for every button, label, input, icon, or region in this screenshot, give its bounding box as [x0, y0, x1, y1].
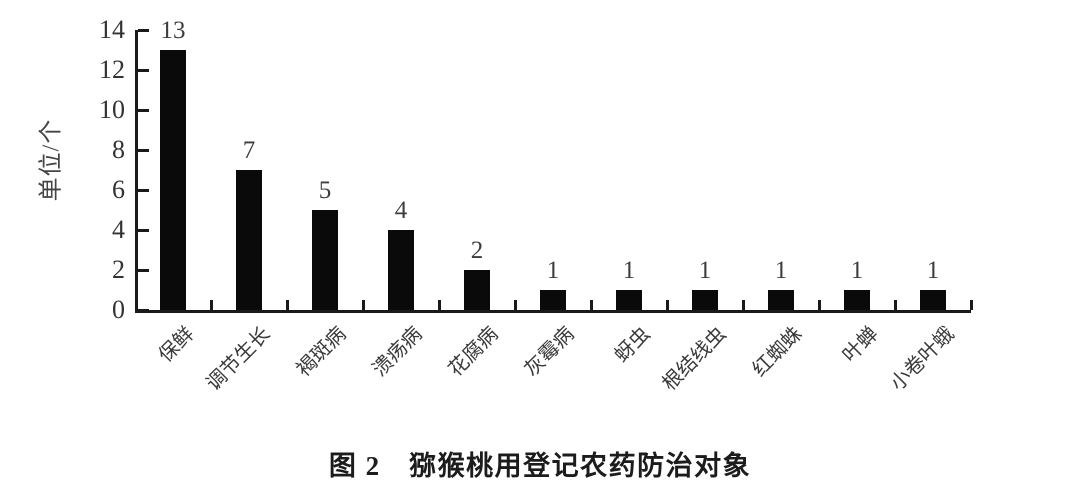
x-category-label: 调节生长: [202, 323, 275, 396]
y-tick: [138, 269, 149, 272]
bar: [160, 50, 186, 310]
y-tick: [138, 109, 149, 112]
x-category-label: 根结线虫: [658, 323, 731, 396]
x-category-label: 褐斑病: [292, 323, 351, 381]
x-axis: [135, 310, 971, 313]
bar: [312, 210, 338, 310]
x-tick: [513, 300, 517, 310]
bar: [768, 290, 794, 310]
bar-value-label: 13: [160, 17, 186, 44]
x-tick: [285, 300, 289, 310]
bar-value-label: 7: [242, 137, 256, 164]
x-category-label: 保鲜: [154, 323, 199, 367]
bar: [540, 290, 566, 310]
x-tick: [589, 300, 593, 310]
figure-caption: 图 2 猕猴桃用登记农药防治对象: [328, 451, 752, 481]
bar: [844, 290, 870, 310]
y-tick: [138, 149, 149, 152]
y-tick-label: 2: [112, 255, 125, 284]
y-axis: [135, 30, 138, 313]
x-category-label: 花腐病: [444, 323, 503, 381]
bar: [464, 270, 490, 310]
bar: [692, 290, 718, 310]
y-tick: [138, 229, 149, 232]
x-category-label: 溃疡病: [368, 323, 427, 381]
x-tick: [209, 300, 213, 310]
bar: [920, 290, 946, 310]
x-category-label: 红蜘蛛: [748, 323, 807, 381]
y-tick-label: 4: [112, 215, 125, 244]
y-tick-label: 10: [99, 95, 125, 124]
bar-value-label: 1: [546, 257, 560, 284]
y-tick: [138, 309, 149, 312]
y-tick-label: 14: [99, 15, 125, 44]
x-category-label: 蚜虫: [610, 323, 655, 367]
bar-value-label: 4: [394, 197, 408, 224]
bar-value-label: 2: [470, 237, 484, 264]
y-tick: [138, 189, 149, 192]
x-tick: [665, 300, 669, 310]
bar-value-label: 1: [926, 257, 940, 284]
y-tick-label: 0: [112, 295, 125, 324]
bar-value-label: 1: [774, 257, 788, 284]
bar: [236, 170, 262, 310]
bar: [388, 230, 414, 310]
bar-value-label: 1: [698, 257, 712, 284]
x-tick: [969, 300, 973, 310]
x-category-label: 叶蝉: [838, 323, 883, 367]
x-category-label: 灰霉病: [520, 323, 579, 381]
y-tick: [138, 29, 149, 32]
y-tick-label: 8: [112, 135, 125, 164]
bar: [616, 290, 642, 310]
bar-value-label: 1: [622, 257, 636, 284]
y-tick-label: 6: [112, 175, 125, 204]
x-tick: [361, 300, 365, 310]
x-tick: [741, 300, 745, 310]
x-tick: [817, 300, 821, 310]
y-tick: [138, 69, 149, 72]
bar-value-label: 5: [318, 177, 332, 204]
x-tick: [893, 300, 897, 310]
x-category-label: 小卷叶蛾: [886, 323, 959, 396]
x-tick: [437, 300, 441, 310]
bar-value-label: 1: [850, 257, 864, 284]
y-tick-label: 12: [99, 55, 125, 84]
